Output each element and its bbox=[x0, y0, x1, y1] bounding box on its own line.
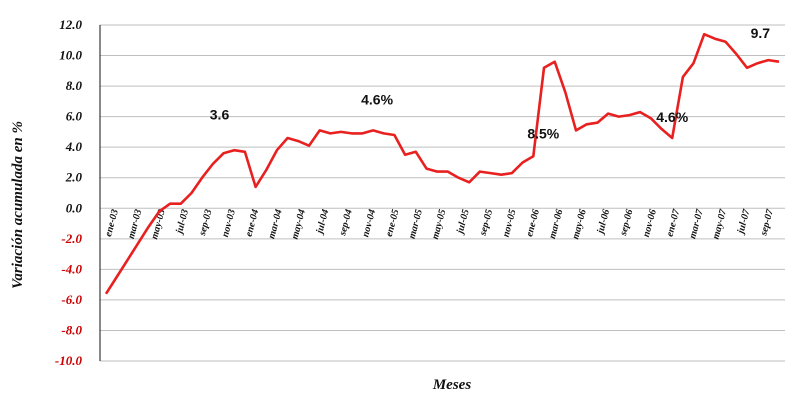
x-tick-label: ene-04 bbox=[243, 208, 261, 238]
x-tick-label: sep-07 bbox=[758, 207, 776, 238]
data-annotation: 8.5% bbox=[527, 125, 559, 141]
y-tick-label: 0.0 bbox=[66, 200, 83, 215]
y-tick-label: 2.0 bbox=[65, 170, 83, 185]
y-axis-title: Variación acumulada en % bbox=[10, 121, 26, 289]
x-tick-label: ene-07 bbox=[664, 207, 682, 238]
y-tick-label: 8.0 bbox=[66, 78, 83, 93]
x-tick-label: sep-05 bbox=[477, 208, 495, 238]
annotations: 3.6 4.6% 8.5% 4.6% 9.7 bbox=[210, 25, 770, 141]
y-tick-label: 12.0 bbox=[59, 17, 82, 32]
series-line bbox=[104, 32, 780, 295]
y-tick-label: -8.0 bbox=[61, 322, 82, 337]
x-tick-label: nov-04 bbox=[360, 208, 378, 238]
y-tick-label: -6.0 bbox=[61, 292, 82, 307]
x-tick-label: nov-03 bbox=[220, 208, 238, 238]
y-axis-ticks: 12.0 10.0 8.0 6.0 4.0 2.0 0.0 -2.0 -4.0 -6.0 -8.0 -… bbox=[55, 17, 83, 368]
data-annotation: 9.7 bbox=[751, 25, 771, 41]
x-tick-label: ene-06 bbox=[524, 208, 542, 238]
x-tick-label: may-05 bbox=[430, 208, 449, 240]
y-tick-label: -4.0 bbox=[61, 261, 82, 276]
x-tick-label: jul-03 bbox=[174, 208, 191, 236]
data-annotation: 4.6% bbox=[656, 109, 688, 125]
x-tick-label: ene-03 bbox=[103, 208, 121, 238]
x-tick-label: mar-05 bbox=[407, 208, 425, 240]
x-tick-label: nov-06 bbox=[641, 208, 659, 238]
x-tick-label: jul-05 bbox=[454, 208, 471, 236]
x-tick-label: jul-04 bbox=[314, 208, 331, 236]
x-tick-label: mar-06 bbox=[547, 208, 565, 240]
x-tick-label: sep-03 bbox=[197, 208, 215, 238]
data-annotation: 4.6% bbox=[361, 91, 393, 107]
x-axis-ticks: ene-03 mar-03 may-03 jul-03 sep-03 nov-03 ene-… bbox=[103, 207, 776, 240]
y-tick-label: -10.0 bbox=[55, 353, 83, 368]
x-tick-label: sep-04 bbox=[337, 208, 355, 238]
x-tick-label: may-06 bbox=[570, 208, 589, 240]
y-tick-label: 6.0 bbox=[66, 109, 83, 124]
y-tick-label: -2.0 bbox=[61, 231, 82, 246]
x-axis-title: Meses bbox=[432, 377, 471, 393]
gridlines bbox=[100, 24, 785, 362]
data-annotation: 3.6 bbox=[210, 106, 230, 122]
x-tick-label: ene-05 bbox=[384, 208, 402, 238]
y-tick-label: 4.0 bbox=[65, 139, 83, 154]
x-tick-label: nov-05 bbox=[501, 208, 519, 238]
x-tick-label: may-04 bbox=[289, 208, 308, 240]
x-tick-label: jul-07 bbox=[735, 207, 753, 236]
x-tick-label: mar-03 bbox=[126, 208, 144, 240]
x-tick-label: mar-07 bbox=[687, 207, 706, 240]
x-tick-label: jul-06 bbox=[595, 208, 612, 236]
x-tick-label: sep-06 bbox=[618, 208, 636, 238]
y-tick-label: 10.0 bbox=[59, 48, 82, 63]
x-tick-label: may-07 bbox=[711, 207, 730, 240]
x-tick-label: mar-04 bbox=[266, 208, 284, 240]
